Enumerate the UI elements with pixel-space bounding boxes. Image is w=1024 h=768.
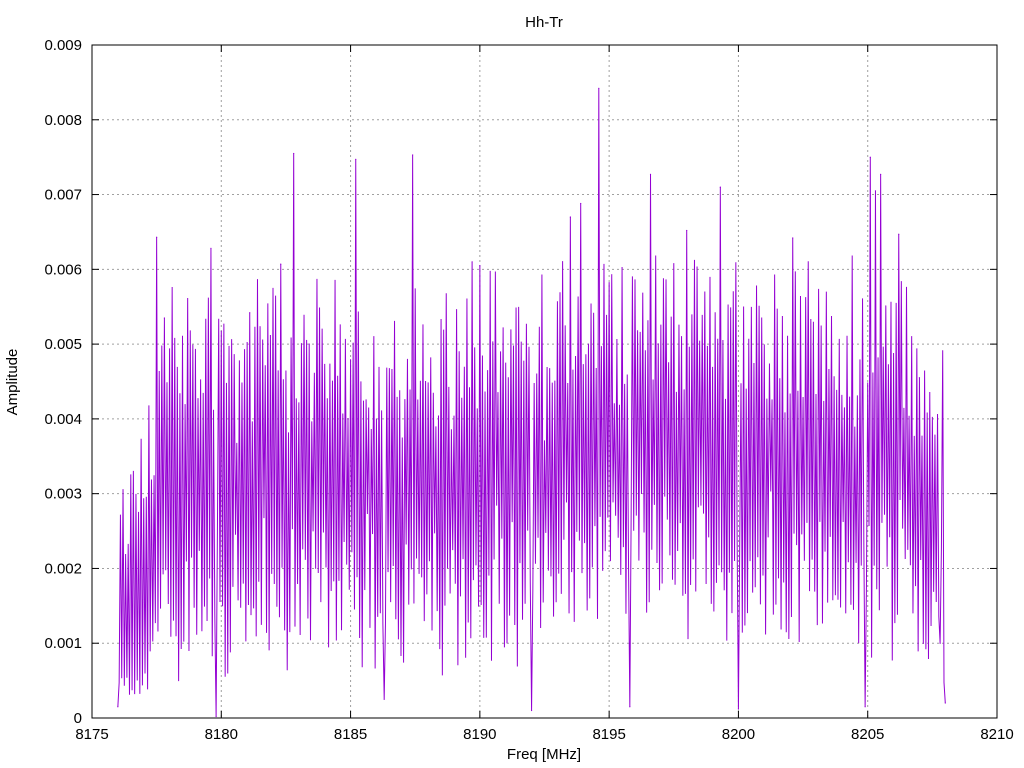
series-peak-point — [898, 233, 900, 235]
series-peak-point — [869, 156, 871, 158]
series-peak-point — [649, 173, 652, 175]
series-peak-point — [719, 186, 721, 188]
series-peak-point — [939, 642, 941, 644]
series-peak-point — [864, 706, 866, 708]
series-peak-point — [880, 173, 882, 175]
x-tick-label: 8190 — [463, 726, 496, 743]
y-tick-label: 0.005 — [44, 336, 82, 353]
series-peak-point — [629, 706, 631, 708]
x-tick-label: 8210 — [980, 726, 1013, 743]
x-axis-title: Freq [MHz] — [507, 746, 581, 763]
x-tick-label: 8185 — [334, 726, 367, 743]
x-tick-label: 8195 — [592, 726, 625, 743]
series-peak-point — [569, 216, 571, 218]
chart-title: Hh-Tr — [525, 14, 563, 31]
y-tick-label: 0.006 — [44, 261, 82, 278]
series-peak-point — [598, 87, 600, 89]
y-tick-label: 0.009 — [44, 37, 82, 54]
series-peak-point — [686, 229, 688, 232]
series-peak-point — [918, 377, 921, 379]
series-peak-point — [156, 236, 158, 238]
series-peak-point — [580, 202, 582, 205]
x-tick-label: 8200 — [722, 726, 755, 743]
series-peak-point — [293, 152, 295, 155]
series-peak-point — [792, 237, 794, 239]
series-layer — [117, 87, 946, 718]
series-peak-point — [249, 312, 251, 314]
y-tick-label: 0.002 — [44, 560, 82, 577]
series-peak-point — [383, 698, 385, 700]
y-axis-title: Amplitude — [4, 349, 21, 416]
y-tick-label: 0 — [74, 710, 82, 727]
y-tick-label: 0.001 — [44, 635, 82, 652]
series-peak-point — [944, 702, 946, 704]
series-peak-point — [280, 263, 282, 265]
series-peak-point — [479, 264, 481, 267]
series-peak-point — [737, 708, 740, 710]
series-peak-point — [412, 154, 414, 156]
y-tick-label: 0.007 — [44, 187, 82, 204]
series-peak-point — [163, 317, 165, 319]
series-peak-point — [215, 715, 217, 718]
series-peak-point — [530, 709, 533, 712]
x-tick-label: 8205 — [851, 726, 884, 743]
x-tick-label: 8175 — [75, 726, 108, 743]
series-peak-point — [471, 261, 473, 263]
y-tick-label: 0.003 — [44, 486, 82, 503]
y-tick-label: 0.008 — [44, 112, 82, 129]
tick-label-layer: 8175 8180 8185 8190 8195 8200 8205 8210 0 0.001 0.… — [44, 37, 1013, 743]
y-tick-label: 0.004 — [44, 411, 82, 428]
x-tick-label: 8180 — [205, 726, 238, 743]
plot-frame — [91, 44, 998, 719]
series-peak-point — [210, 247, 212, 249]
series-peak-point — [355, 158, 357, 161]
series-peak-point — [117, 706, 119, 708]
series-peak-point — [874, 190, 877, 192]
